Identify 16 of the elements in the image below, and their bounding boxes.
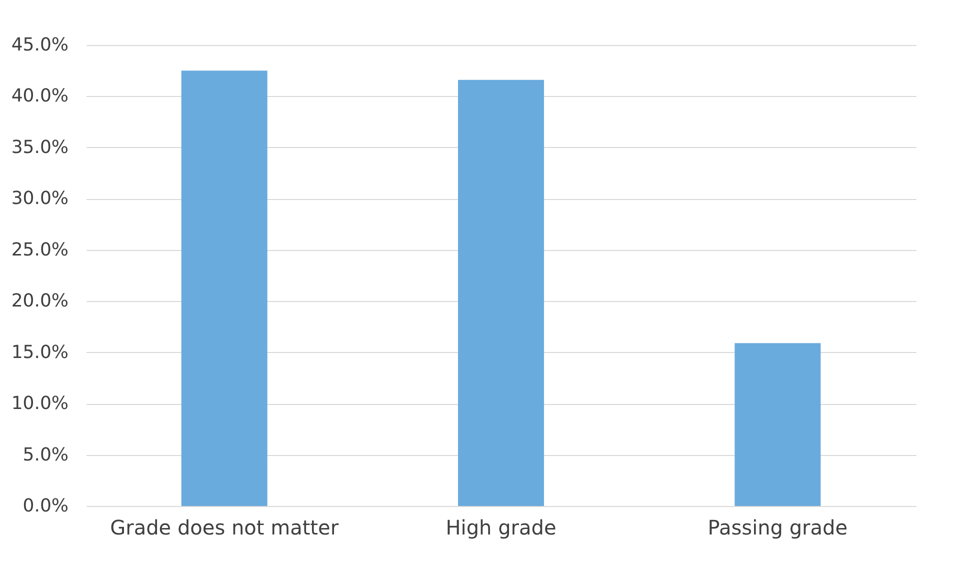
x-tick-label: Passing grade — [708, 516, 848, 540]
bar — [458, 80, 544, 506]
y-tick-label: 30.0% — [11, 188, 68, 210]
y-tick-label: 40.0% — [11, 86, 68, 107]
y-tick-label: 0.0% — [22, 496, 68, 516]
y-tick-label: 15.0% — [11, 342, 68, 363]
y-tick-label: 20.0% — [11, 290, 68, 312]
y-tick-label: 5.0% — [22, 444, 68, 466]
x-tick-label: Grade does not matter — [110, 516, 340, 540]
bar — [734, 343, 821, 506]
bar — [181, 70, 268, 506]
y-tick-label: 25.0% — [11, 239, 68, 260]
y-tick-label: 45.0% — [11, 34, 68, 56]
y-tick-label: 10.0% — [11, 393, 68, 414]
x-tick-label: High grade — [446, 516, 556, 540]
y-tick-label: 35.0% — [11, 136, 68, 158]
